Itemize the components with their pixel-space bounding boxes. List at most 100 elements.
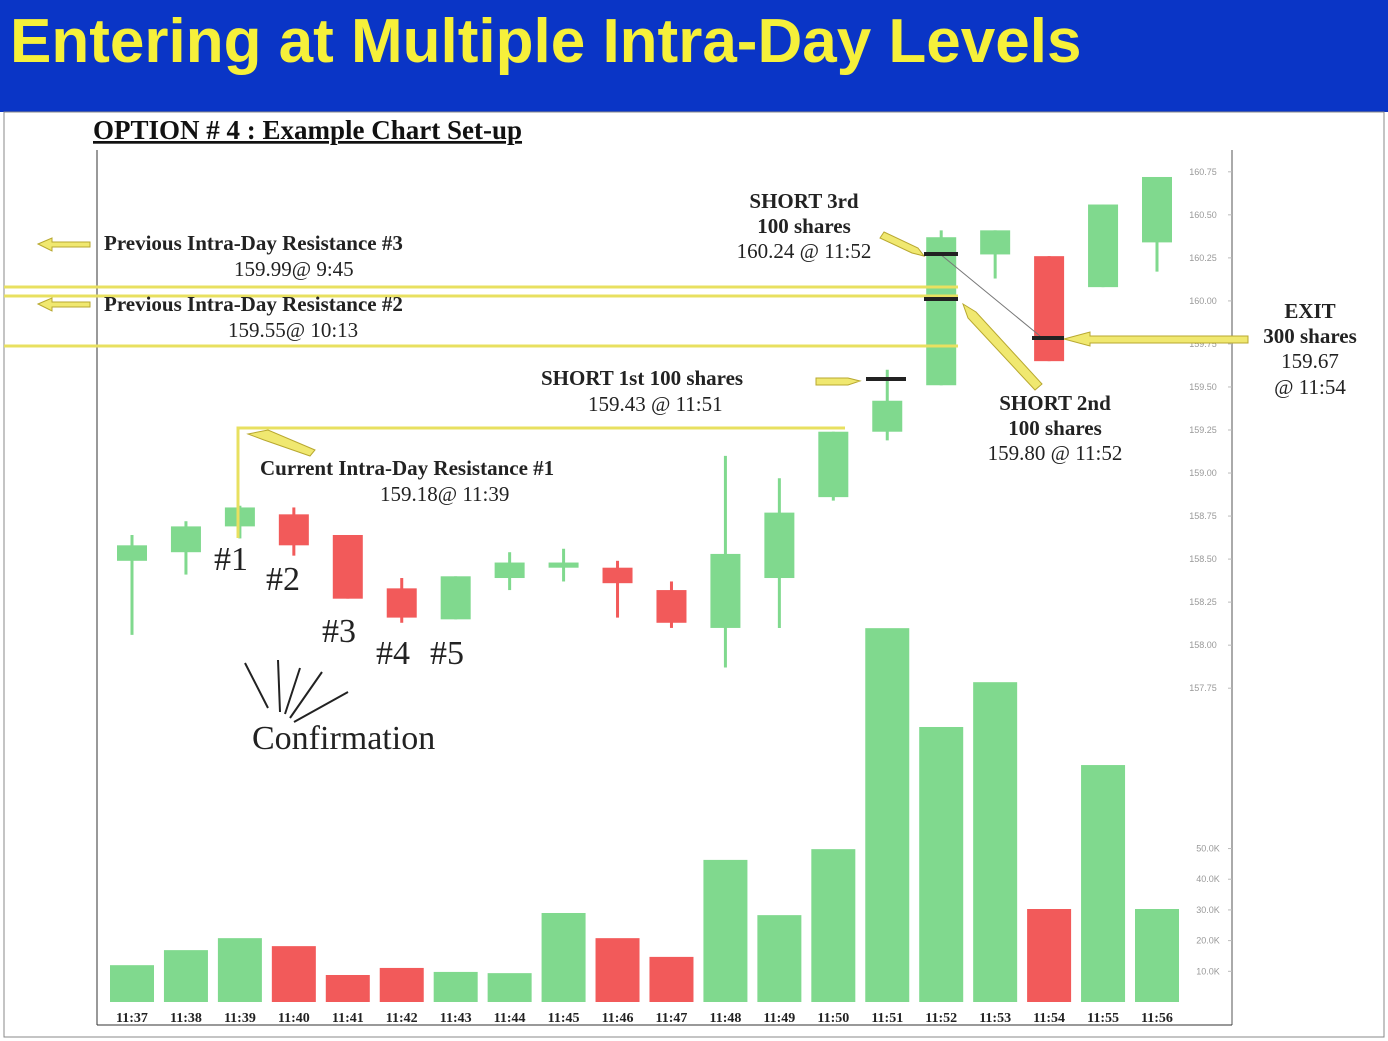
x-tick-label: 11:41 xyxy=(332,1011,364,1026)
annotation: 159.99@ 9:45 xyxy=(234,257,354,281)
x-tick-label: 11:50 xyxy=(817,1011,849,1026)
volume-bar xyxy=(919,726,964,1002)
pattern-label: #3 xyxy=(322,613,356,650)
annotation: Previous Intra-Day Resistance #3 xyxy=(104,231,403,255)
candle-body xyxy=(926,237,957,386)
arrow xyxy=(962,302,1043,391)
annotation: 159.80 @ 11:52 xyxy=(988,441,1123,465)
annotation: Current Intra-Day Resistance #1 xyxy=(260,456,554,480)
resistance-line xyxy=(236,426,845,538)
candle-body xyxy=(602,567,633,584)
x-tick-label: 11:46 xyxy=(602,1011,634,1026)
slide-body xyxy=(3,111,1385,1038)
x-tick-label: 11:47 xyxy=(656,1011,688,1026)
volume-bar xyxy=(757,915,802,1002)
header-bar xyxy=(0,0,1388,112)
slide-title: Entering at Multiple Intra-Day Levels xyxy=(10,7,1081,76)
volume-bar xyxy=(379,967,424,1002)
volume-bar xyxy=(325,974,370,1002)
y-tick-label: 158.75 xyxy=(1189,511,1217,521)
x-tick-label: 11:39 xyxy=(224,1011,256,1026)
candle-body xyxy=(656,590,687,623)
x-tick-label: 11:49 xyxy=(763,1011,795,1026)
volume-bar xyxy=(1027,909,1072,1002)
arrow xyxy=(815,377,862,386)
annotation: 100 shares xyxy=(757,214,851,238)
candle-body xyxy=(1142,176,1172,243)
volume-bar xyxy=(649,956,694,1002)
chart-title: OPTION # 4 : Example Chart Set-up xyxy=(93,115,522,145)
y-tick-label: 160.75 xyxy=(1189,167,1217,177)
x-tick-label: 11:43 xyxy=(440,1011,472,1026)
volume-bar xyxy=(811,849,856,1002)
candle-body xyxy=(494,562,525,579)
annotation: 100 shares xyxy=(1008,416,1102,440)
candle-body xyxy=(332,534,363,599)
volume-bar xyxy=(973,682,1018,1002)
y-tick-label: 159.25 xyxy=(1189,425,1217,435)
annotation: 159.55@ 10:13 xyxy=(228,318,358,342)
candle-body xyxy=(170,526,201,553)
arrow xyxy=(879,231,926,257)
y-tick-label: 158.25 xyxy=(1189,597,1217,607)
candle-body xyxy=(818,431,849,498)
candle-body xyxy=(440,576,471,620)
x-tick-label: 11:55 xyxy=(1087,1011,1119,1026)
arrow xyxy=(246,429,316,457)
x-tick-label: 11:56 xyxy=(1141,1011,1173,1026)
y-tick-label: 40.0K xyxy=(1196,874,1220,884)
candle-body xyxy=(1088,204,1119,288)
x-tick-label: 11:51 xyxy=(871,1011,903,1026)
x-tick-label: 11:52 xyxy=(925,1011,957,1026)
candle-body xyxy=(764,512,795,579)
y-tick-label: 157.75 xyxy=(1189,683,1217,693)
candle-body xyxy=(1034,256,1065,362)
candle-body xyxy=(278,514,309,546)
volume-bar xyxy=(487,973,532,1002)
candle-body xyxy=(386,588,417,618)
entry-mark xyxy=(866,252,1064,381)
connector xyxy=(939,253,1041,337)
volume-bar xyxy=(271,946,316,1002)
annotation: 160.24 @ 11:52 xyxy=(737,239,872,263)
volume-bar xyxy=(865,628,910,1002)
y-tick-label: 160.00 xyxy=(1189,296,1217,306)
y-tick-label: 160.50 xyxy=(1189,210,1217,220)
x-tick-label: 11:40 xyxy=(278,1011,310,1026)
x-tick-label: 11:48 xyxy=(709,1011,741,1026)
x-tick-label: 11:37 xyxy=(116,1011,148,1026)
x-tick-label: 11:54 xyxy=(1033,1011,1065,1026)
volume-bar xyxy=(217,938,262,1002)
y-tick-label: 158.00 xyxy=(1189,640,1217,650)
candle-body xyxy=(980,230,1011,255)
volume-bar xyxy=(1081,765,1126,1002)
volume-bar xyxy=(1135,909,1179,1002)
y-tick-label: 159.75 xyxy=(1189,339,1217,349)
annotation: 159.43 @ 11:51 xyxy=(588,392,723,416)
candle-body xyxy=(548,562,579,568)
annotation: @ 11:54 xyxy=(1274,375,1346,399)
x-tick-label: 11:44 xyxy=(494,1011,526,1026)
volume-bar xyxy=(541,912,586,1002)
annotation: 300 shares xyxy=(1263,324,1357,348)
volume-bar xyxy=(433,971,478,1002)
volume-bar xyxy=(595,938,640,1002)
y-tick-label: 20.0K xyxy=(1196,936,1220,946)
y-tick-label: 50.0K xyxy=(1196,844,1220,854)
y-tick-label: 159.00 xyxy=(1189,468,1217,478)
pattern-label: #4 xyxy=(376,635,410,672)
volume-bar xyxy=(110,965,154,1002)
arrow xyxy=(1062,331,1249,347)
annotation: Previous Intra-Day Resistance #2 xyxy=(104,292,403,316)
annotation: SHORT 2nd xyxy=(999,391,1111,415)
candle-body xyxy=(117,545,147,561)
candle-body xyxy=(710,553,741,628)
annotation: SHORT 1st 100 shares xyxy=(541,366,743,390)
annotation: 159.67 xyxy=(1281,349,1339,373)
confirmation-label: Confirmation xyxy=(252,720,435,757)
y-tick-label: 30.0K xyxy=(1196,905,1220,915)
pattern-label: #2 xyxy=(266,561,300,598)
annotation: SHORT 3rd xyxy=(749,189,858,213)
pattern-label: #1 xyxy=(214,541,248,578)
x-tick-label: 11:53 xyxy=(979,1011,1011,1026)
